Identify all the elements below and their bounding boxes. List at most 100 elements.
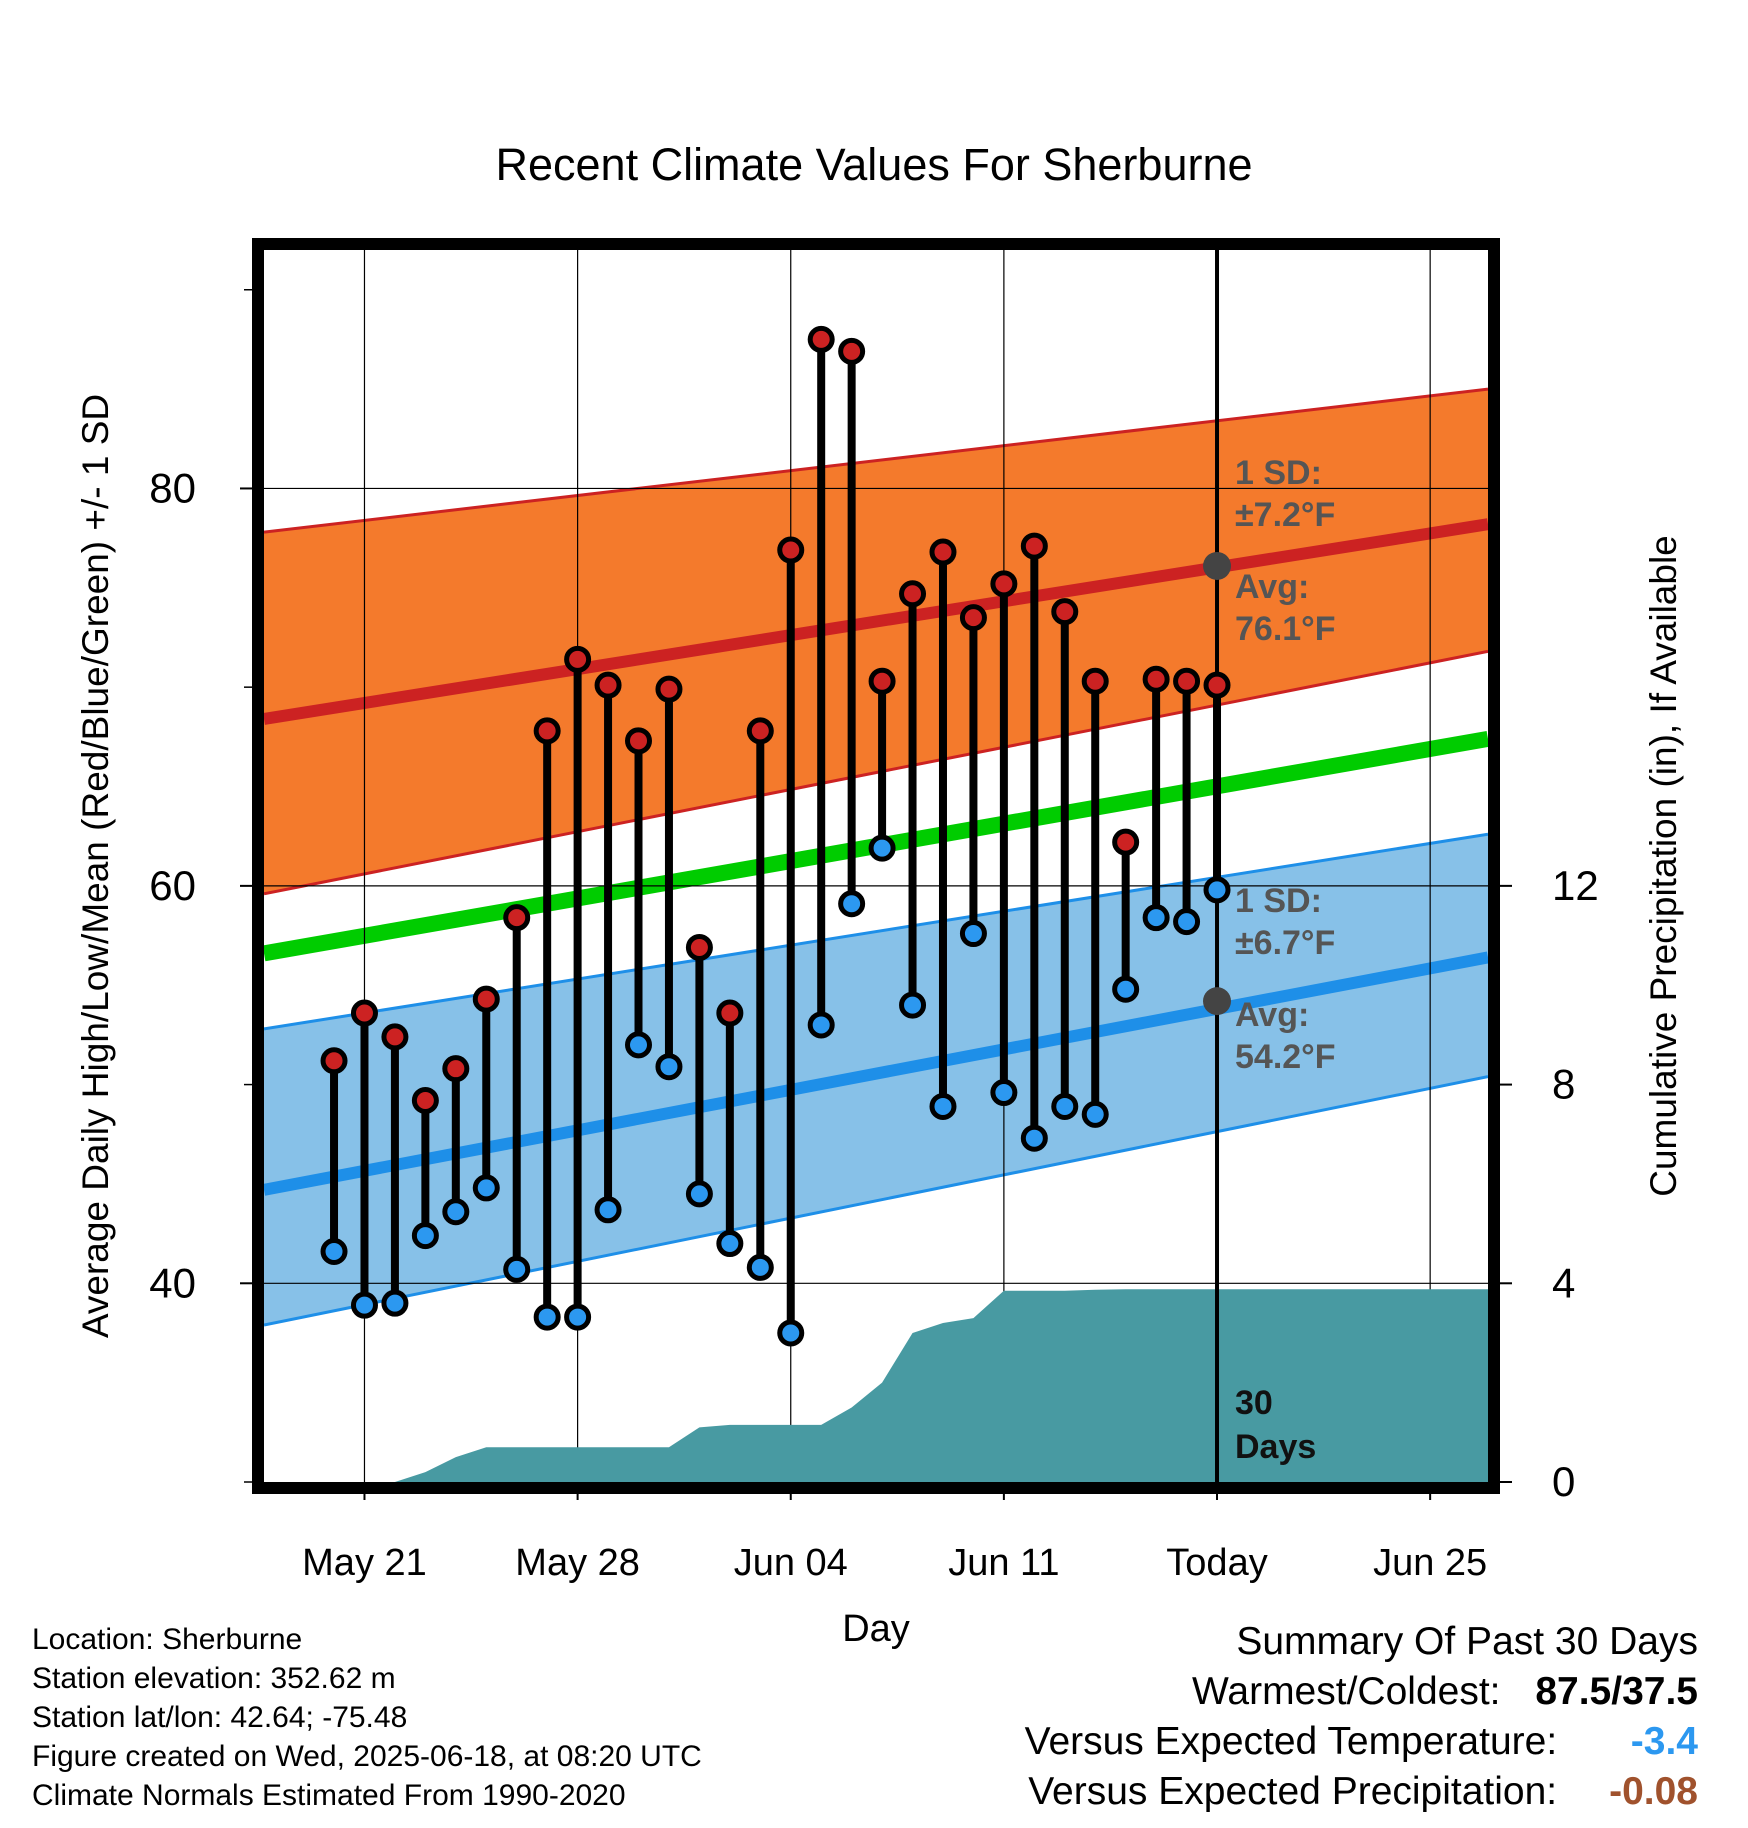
daily-high-point <box>472 985 500 1013</box>
daily-high-point <box>746 717 774 745</box>
high-sd-label: 1 SD: <box>1235 454 1322 492</box>
y-left-tick-label: 60 <box>149 862 196 909</box>
daily-high-point <box>594 671 622 699</box>
daily-high-point <box>838 337 866 365</box>
y-right-tick-label: 12 <box>1552 862 1599 909</box>
precip-deviation-value: -0.08 <box>1609 1770 1698 1813</box>
daily-high-point <box>685 933 713 961</box>
x-axis-label: Day <box>842 1608 910 1650</box>
low-sd-upper-line <box>264 832 1488 1031</box>
daily-high-point <box>503 904 531 932</box>
precip-label: Versus Expected Precipitation: <box>1028 1770 1558 1813</box>
y-right-tick-label: 4 <box>1552 1259 1575 1306</box>
high-sd-upper-line <box>264 387 1488 534</box>
daily-low-point <box>807 1011 835 1039</box>
daily-low-point <box>1051 1092 1079 1120</box>
daily-high-point <box>899 580 927 608</box>
high-sd-lower-line <box>264 649 1488 896</box>
y-axis-label-right: Cumulative Precipitation (in), If Availa… <box>1643 535 1684 1197</box>
x-tick-label: Jun 11 <box>948 1542 1059 1584</box>
daily-high-point <box>564 645 592 673</box>
daily-low-point <box>411 1222 439 1250</box>
axes: May 21 May 28 Jun 04 Jun 11 Today Jun 2540608… <box>149 288 1599 1584</box>
daily-low-point <box>1142 904 1170 932</box>
elevation-text: Station elevation: 352.62 m <box>32 1662 396 1695</box>
summary-warmest-row: Warmest/Coldest: 87.5/37.5 <box>1025 1667 1698 1717</box>
daily-high-point <box>442 1055 470 1083</box>
daily-low-point <box>1203 876 1231 904</box>
days-count-label: 30 <box>1235 1384 1273 1422</box>
daily-low-point <box>1173 908 1201 936</box>
x-tick-label: May 28 <box>515 1542 640 1584</box>
daily-low-point <box>655 1053 683 1081</box>
daily-high-point <box>350 999 378 1027</box>
daily-low-point <box>564 1303 592 1331</box>
daily-low-point <box>472 1174 500 1202</box>
daily-low-point <box>503 1255 531 1283</box>
daily-high-point <box>777 536 805 564</box>
daily-high-point <box>990 570 1018 598</box>
daily-high-point <box>1112 828 1140 856</box>
daily-low-point <box>746 1253 774 1281</box>
daily-low-point <box>533 1303 561 1331</box>
daily-low-point <box>1020 1124 1048 1152</box>
daily-high-point <box>959 604 987 632</box>
today-high-avg-dot <box>1203 551 1232 580</box>
daily-high-point <box>1020 532 1048 560</box>
daily-low-point <box>899 991 927 1019</box>
daily-high-point <box>1051 598 1079 626</box>
daily-high-point <box>1203 671 1231 699</box>
daily-high-point <box>807 325 835 353</box>
daily-high-point <box>1173 667 1201 695</box>
daily-high-point <box>381 1023 409 1051</box>
precipitation-area <box>334 1289 1488 1482</box>
daily-low-point <box>381 1289 409 1317</box>
daily-range-bars <box>320 325 1231 1347</box>
daily-low-point <box>320 1237 348 1265</box>
daily-high-point <box>716 999 744 1027</box>
daily-high-point <box>533 717 561 745</box>
daily-high-point <box>625 727 653 755</box>
x-tick-label: Jun 25 <box>1373 1542 1487 1584</box>
y-left-tick-label: 40 <box>149 1259 196 1306</box>
warmest-value: 87.5/37.5 <box>1535 1670 1698 1713</box>
x-tick-label: Jun 04 <box>734 1542 848 1584</box>
precipitation-fill <box>334 1289 1488 1482</box>
summary-precip-row: Versus Expected Precipitation: -0.08 <box>1025 1767 1698 1817</box>
daily-low-point <box>1081 1100 1109 1128</box>
high-avg-label: Avg: <box>1235 568 1309 606</box>
warmest-label: Warmest/Coldest: <box>1192 1670 1501 1713</box>
daily-high-point <box>1081 667 1109 695</box>
summary-panel: Summary Of Past 30 Days Warmest/Coldest:… <box>1025 1617 1698 1817</box>
chart-title: Recent Climate Values For Sherburne <box>495 139 1252 190</box>
daily-low-point <box>1112 975 1140 1003</box>
low-avg-label: Avg: <box>1235 996 1309 1034</box>
temp-deviation-value: -3.4 <box>1630 1720 1698 1763</box>
days-word-label: Days <box>1235 1428 1316 1466</box>
created-text: Figure created on Wed, 2025-06-18, at 08… <box>32 1740 702 1773</box>
high-sd-value: ±7.2°F <box>1235 496 1335 534</box>
low-sd-label: 1 SD: <box>1235 882 1322 920</box>
y-axis-label-left: Average Daily High/Low/Mean (Red/Blue/Gr… <box>75 394 116 1338</box>
station-info: Location: Sherburne Station elevation: 3… <box>32 1620 702 1815</box>
location-text: Location: Sherburne <box>32 1623 303 1656</box>
y-left-tick-label: 80 <box>149 464 196 511</box>
x-tick-label: May 21 <box>302 1542 427 1584</box>
low-avg-value: 54.2°F <box>1235 1038 1336 1076</box>
daily-low-point <box>685 1180 713 1208</box>
daily-low-point <box>777 1319 805 1347</box>
today-low-avg-dot <box>1203 987 1232 1016</box>
daily-low-point <box>838 890 866 918</box>
daily-low-point <box>990 1079 1018 1107</box>
latlon-text: Station lat/lon: 42.64; -75.48 <box>32 1701 408 1734</box>
y-right-tick-label: 8 <box>1552 1061 1575 1108</box>
daily-high-point <box>411 1086 439 1114</box>
daily-high-point <box>868 667 896 695</box>
daily-low-point <box>594 1196 622 1224</box>
daily-low-point <box>868 834 896 862</box>
daily-low-point <box>442 1198 470 1226</box>
low-sd-value: ±6.7°F <box>1235 924 1335 962</box>
daily-low-point <box>716 1230 744 1258</box>
daily-high-point <box>320 1047 348 1075</box>
